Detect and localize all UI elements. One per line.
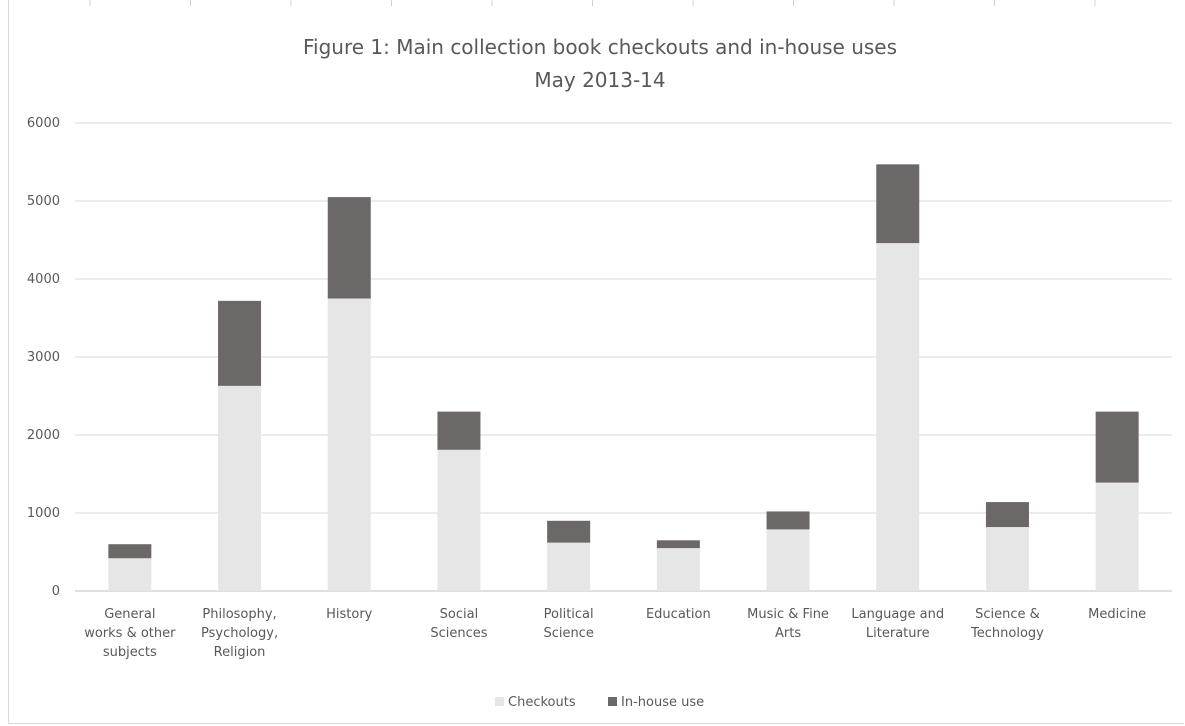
top-border-ticks [89,0,1096,6]
bar-checkouts [1095,482,1139,591]
legend: Checkouts In-house use [495,695,704,710]
x-category-label: Philosophy, Psychology, Religion [201,607,278,660]
bar-in-house-use [656,540,700,549]
bar-in-house-use [1095,411,1139,483]
legend-checkouts-swatch [495,697,504,706]
bar-in-house-use [327,197,371,299]
bar-checkouts [985,527,1029,591]
bars [108,164,1139,591]
bar-in-house-use [766,511,810,530]
y-tick-label: 2000 [27,428,60,443]
x-category-label: Social Sciences [430,607,487,641]
bar-checkouts [108,558,152,591]
bar-checkouts [327,298,371,591]
y-tick-label: 1000 [27,506,60,521]
bar-checkouts [547,542,591,591]
x-category-label: Education [646,607,711,622]
bar-checkouts [876,243,920,591]
y-tick-label: 4000 [27,272,60,287]
x-category-label: Science & Technology [970,607,1044,641]
y-tick-label: 0 [52,584,60,599]
bar-in-house-use [985,502,1029,528]
bar-checkouts [218,385,262,591]
chart-subtitle: May 2013-14 [534,68,665,92]
bar-in-house-use [437,411,481,450]
y-tick-label: 5000 [27,194,60,209]
x-category-label: Political Science [543,607,593,641]
x-category-label: History [326,607,373,622]
x-category-label: Medicine [1088,607,1146,622]
x-category-label: Language and Literature [851,607,944,641]
chart-title: Figure 1: Main collection book checkouts… [303,35,897,59]
y-tick-label: 3000 [27,350,60,365]
bar-checkouts [656,548,700,591]
legend-checkouts-label: Checkouts [508,695,576,710]
x-axis-labels: General works & other subjects Philosophy, P… [84,607,1146,660]
bar-checkouts [437,449,481,591]
y-axis-ticks: 0 1000 2000 3000 4000 5000 6000 [27,116,60,599]
bar-in-house-use [218,300,262,386]
legend-in-house-use-swatch [608,697,617,706]
y-tick-label: 6000 [27,116,60,131]
x-category-label: General works & other subjects [84,607,176,660]
bar-in-house-use [547,520,591,543]
bar-checkouts [766,529,810,591]
chart-frame [8,0,1184,724]
bar-in-house-use [876,164,920,244]
bar-in-house-use [108,544,152,559]
legend-in-house-use-label: In-house use [621,695,704,710]
x-category-label: Music & Fine Arts [747,607,829,641]
